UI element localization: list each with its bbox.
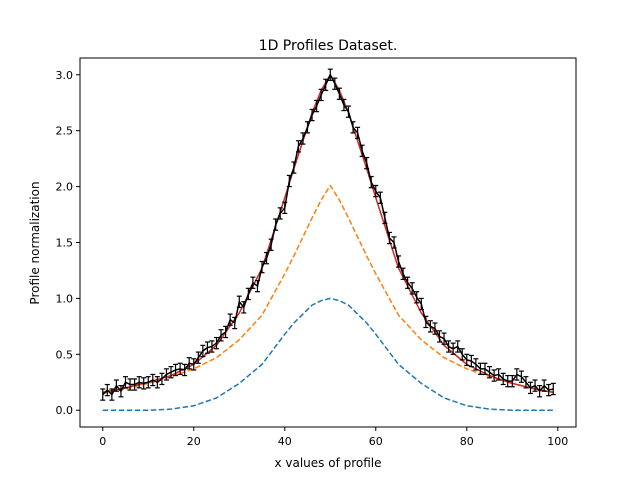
chart-title: 1D Profiles Dataset.: [259, 38, 398, 54]
y-tick-label: 0.0: [56, 404, 74, 417]
x-axis-label: x values of profile: [274, 456, 381, 470]
x-tick-label: 80: [460, 435, 474, 448]
x-tick-label: 0: [99, 435, 106, 448]
y-tick-label: 1.0: [56, 292, 74, 305]
data-line: [102, 73, 554, 396]
x-axis-ticks: 0 20 40 60 80 100: [99, 427, 568, 448]
y-tick-label: 0.5: [56, 348, 74, 361]
x-tick-label: 40: [278, 435, 292, 448]
series-line-1: [102, 184, 554, 395]
x-tick-label: 60: [369, 435, 383, 448]
x-tick-label: 100: [547, 435, 568, 448]
y-axis-ticks: 0.0 0.5 1.0 1.5 2.0 2.5 3.0: [56, 69, 80, 417]
data-errorbar-series: [100, 68, 556, 401]
x-tick-label: 20: [187, 435, 201, 448]
y-tick-label: 2.5: [56, 125, 74, 138]
series-line-0: [102, 297, 554, 411]
y-tick-label: 3.0: [56, 69, 74, 82]
y-tick-label: 2.0: [56, 181, 74, 194]
plot-area: [100, 68, 556, 411]
y-tick-label: 1.5: [56, 237, 74, 250]
y-axis-label: Profile normalization: [28, 181, 42, 304]
